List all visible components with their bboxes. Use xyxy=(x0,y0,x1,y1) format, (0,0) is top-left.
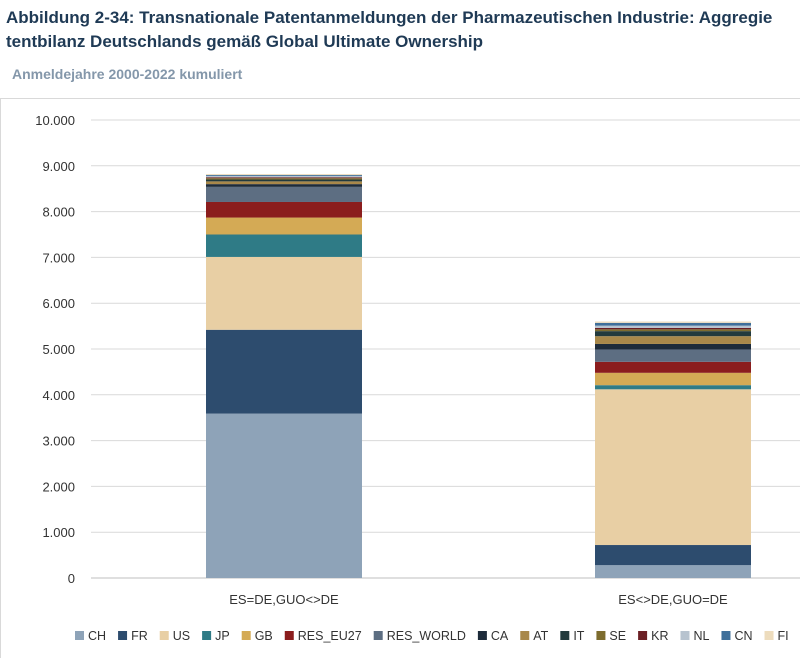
bar-segment-kr-2 xyxy=(595,327,751,330)
legend-label-us: US xyxy=(173,629,190,643)
chart-frame: 0 1.000 2.000 3.000 4.000 5.000 6.000 7.000 8.00… xyxy=(0,98,800,658)
bar-segment-res-world-2 xyxy=(595,349,751,362)
y-tick-label-2000: 2.000 xyxy=(42,479,75,494)
x-category-label-1: ES=DE,GUO<>DE xyxy=(229,592,339,607)
bar-segment-ch-2 xyxy=(595,565,751,578)
bar-segment-cn-2 xyxy=(595,322,751,326)
chart-title-line-2: tentbilanz Deutschlands gemäß Global Ult… xyxy=(6,32,484,51)
legend-swatch-fi xyxy=(764,631,774,640)
y-tick-label-7000: 7.000 xyxy=(42,250,75,265)
legend-swatch-kr xyxy=(638,631,648,640)
bar-segment-fi-1 xyxy=(206,174,362,175)
bar-segment-fr-1 xyxy=(206,329,362,414)
legend-swatch-at xyxy=(520,631,530,640)
bar-segment-fr-2 xyxy=(595,545,751,566)
y-tick-label-3000: 3.000 xyxy=(42,434,75,449)
legend-swatch-res-eu27 xyxy=(284,631,294,640)
bar-segment-gb-1 xyxy=(206,217,362,235)
legend-label-fr: FR xyxy=(131,629,148,643)
legend-label-ca: CA xyxy=(491,629,509,643)
legend-label-at: AT xyxy=(533,629,548,643)
y-tick-label-4000: 4.000 xyxy=(42,388,75,403)
bar-segment-res-eu27-1 xyxy=(206,201,362,218)
bar-segment-cn-1 xyxy=(206,174,362,176)
x-category-label-2: ES<>DE,GUO=DE xyxy=(618,592,728,607)
legend-label-fi: FI xyxy=(778,629,789,643)
y-tick-label-10000: 10.000 xyxy=(35,113,75,128)
bar-segment-at-2 xyxy=(595,336,751,344)
bar-segment-kr-1 xyxy=(206,177,362,179)
legend-label-res-eu27: RES_EU27 xyxy=(298,629,362,643)
y-tick-label-0: 0 xyxy=(68,571,75,586)
bar-segment-ca-2 xyxy=(595,343,751,350)
legend-swatch-ch xyxy=(75,631,84,640)
y-tick-label-1000: 1.000 xyxy=(42,525,75,540)
legend-swatch-se xyxy=(596,631,606,640)
legend-swatch-gb xyxy=(241,631,251,640)
legend-swatch-cn xyxy=(721,631,731,640)
legend-label-res-world: RES_WORLD xyxy=(387,629,466,643)
legend-swatch-nl xyxy=(680,631,690,640)
bar-segment-nl-2 xyxy=(595,325,751,328)
legend-label-ch: CH xyxy=(88,629,106,643)
chart-subtitle: Anmeldejahre 2000-2022 kumuliert xyxy=(12,66,243,82)
legend-label-kr: KR xyxy=(651,629,668,643)
legend-swatch-res-world xyxy=(373,631,383,640)
y-tick-label-9000: 9.000 xyxy=(42,159,75,174)
legend-label-nl: NL xyxy=(693,629,709,643)
bar-segment-it-2 xyxy=(595,331,751,337)
bar-segment-us-2 xyxy=(595,389,751,546)
bar-segment-at-1 xyxy=(206,181,362,185)
y-tick-label-5000: 5.000 xyxy=(42,342,75,357)
legend-label-it: IT xyxy=(573,629,584,643)
bar-segment-ch-1 xyxy=(206,413,362,578)
legend-label-se: SE xyxy=(609,629,626,643)
chart-title: Abbildung 2-34: Transnationale Patentanm… xyxy=(6,6,800,54)
legend-swatch-ca xyxy=(477,631,487,640)
bar-segment-res-eu27-2 xyxy=(595,361,751,373)
bar-segment-it-1 xyxy=(206,179,362,182)
y-tick-label-8000: 8.000 xyxy=(42,205,75,220)
bar-segment-us-1 xyxy=(206,256,362,330)
legend-swatch-it xyxy=(560,631,570,640)
bar-segment-nl-1 xyxy=(206,175,362,178)
legend-label-cn: CN xyxy=(734,629,752,643)
bar-segment-fi-2 xyxy=(595,321,751,323)
legend-swatch-us xyxy=(159,631,169,640)
bar-segment-ca-1 xyxy=(206,184,362,187)
chart-title-line-1: Abbildung 2-34: Transnationale Patentanm… xyxy=(6,8,773,27)
bar-segment-jp-2 xyxy=(595,385,751,390)
y-tick-label-6000: 6.000 xyxy=(42,296,75,311)
bar-segment-gb-2 xyxy=(595,372,751,386)
bar-segment-jp-1 xyxy=(206,234,362,257)
bar-segment-res-world-1 xyxy=(206,186,362,202)
bar-segment-se-2 xyxy=(595,329,751,332)
stacked-bar-chart: 0 1.000 2.000 3.000 4.000 5.000 6.000 7.000 8.00… xyxy=(35,113,800,643)
legend-swatch-fr xyxy=(118,631,128,640)
bar-segment-se-1 xyxy=(206,178,362,180)
legend-label-gb: GB xyxy=(255,629,273,643)
legend-swatch-jp xyxy=(202,631,212,640)
legend-label-jp: JP xyxy=(215,629,230,643)
